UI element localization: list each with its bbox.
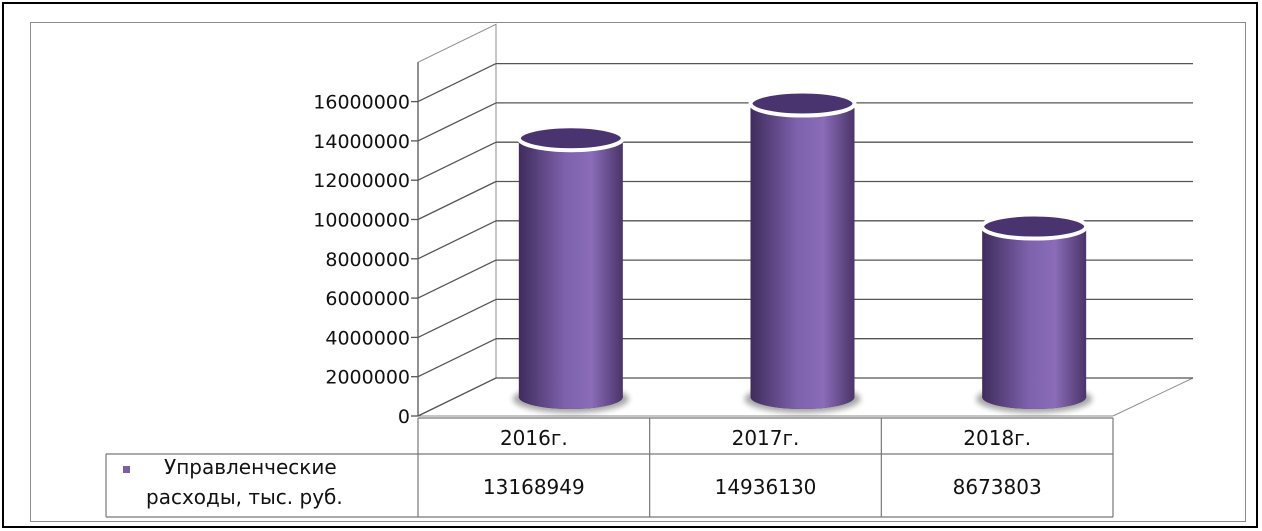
category-label: 2018г. <box>963 426 1031 450</box>
gridline-depth <box>417 141 497 181</box>
bar-body <box>518 138 623 397</box>
gridline-depth <box>417 220 497 260</box>
y-tick-label: 10000000 <box>313 210 410 232</box>
y-tick-label: 16000000 <box>313 92 410 114</box>
bars <box>512 89 1093 413</box>
bar-body-base <box>982 385 1087 409</box>
value-label: 14936130 <box>715 475 817 499</box>
value-label: 13168949 <box>483 475 585 499</box>
gridline-depth <box>417 180 497 221</box>
category-label: 2017г. <box>732 426 800 450</box>
gridline-depth <box>417 377 497 417</box>
data-table: 2016г. 13168949 2017г. 14936130 2018г. 867380… <box>105 417 1114 518</box>
bar-body <box>750 103 855 398</box>
chart-area-frame <box>30 22 1246 522</box>
y-tick-label: 0 <box>398 406 410 428</box>
value-label: 8673803 <box>953 475 1042 499</box>
legend-label-line2: расходы, тыс. руб. <box>146 485 343 509</box>
gridline-depth <box>417 102 497 142</box>
category-label: 2016г. <box>500 426 568 450</box>
y-tick-label: 6000000 <box>325 288 410 310</box>
bar <box>976 212 1093 413</box>
gridline-depth <box>417 298 497 338</box>
bar-body-base <box>750 385 855 409</box>
y-tick-label: 4000000 <box>325 327 410 349</box>
gridline-depth <box>417 338 497 378</box>
legend-label-line1: Управленческие <box>164 455 337 479</box>
y-tick-label: 12000000 <box>313 170 410 192</box>
bar-top <box>748 89 857 118</box>
y-tick-label: 14000000 <box>313 131 410 153</box>
bar-top <box>980 212 1089 241</box>
bar-top <box>516 124 625 153</box>
y-axis: 0 2000000 4000000 6000000 8000000 10000000 120… <box>313 62 419 428</box>
y-tick-label: 2000000 <box>325 367 410 389</box>
bar <box>512 124 629 413</box>
y-tick-label: 8000000 <box>325 249 410 271</box>
bar <box>744 89 861 413</box>
bar-body <box>982 226 1087 397</box>
gridline-depth <box>417 63 497 103</box>
legend-key <box>123 466 130 473</box>
bar-body-base <box>518 385 623 409</box>
gridline-depth <box>417 259 497 299</box>
